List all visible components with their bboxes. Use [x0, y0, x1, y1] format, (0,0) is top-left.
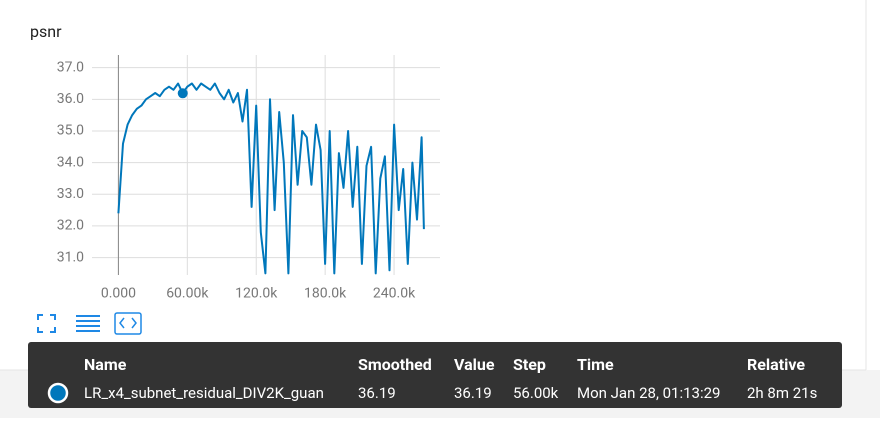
x-tick-label: 120.0k	[235, 286, 278, 302]
tooltip-header: Time	[577, 355, 614, 374]
tooltip-box	[28, 342, 842, 408]
tooltip-cell: 36.19	[454, 384, 492, 402]
fit-domain-arrows	[119, 317, 137, 329]
y-tick-label: 32.0	[57, 218, 84, 234]
tooltip-header: Value	[454, 355, 495, 374]
tooltip-header: Step	[513, 355, 546, 374]
hover-point	[177, 88, 188, 99]
y-tick-label: 36.0	[57, 91, 84, 107]
fit-domain-icon[interactable]	[114, 312, 142, 335]
tooltip-cell: 2h 8m 21s	[747, 384, 817, 402]
y-tick-label: 37.0	[57, 59, 84, 75]
toolbar	[37, 312, 142, 335]
y-tick-label: 31.0	[57, 249, 84, 265]
fullscreen-icon[interactable]	[37, 314, 56, 333]
tooltip-cell: 56.00k	[513, 384, 559, 402]
chart-title: psnr	[30, 22, 62, 41]
plot-area: 31.0 32.0 33.0 34.0 35.0 36.0 37.0 0.000 60.00k 1…	[57, 55, 440, 302]
y-tick-label: 34.0	[57, 154, 84, 170]
x-tick-label: 0.000	[101, 286, 136, 302]
tooltip-cell: 36.19	[358, 384, 396, 402]
tooltip-cell: LR_x4_subnet_residual_DIV2K_guan	[84, 384, 324, 402]
tooltip-header: Relative	[747, 355, 805, 374]
x-tick-label: 60.00k	[166, 286, 209, 302]
x-tick-label: 240.0k	[373, 286, 416, 302]
y-tick-label: 35.0	[57, 123, 84, 139]
tooltip-header: Smoothed	[358, 355, 432, 374]
data-selection-icon[interactable]	[76, 315, 100, 332]
x-tick-label: 180.0k	[304, 286, 347, 302]
tooltip: Name LR_x4_subnet_residual_DIV2K_guan Smoo…	[28, 342, 842, 408]
y-tick-label: 33.0	[57, 186, 84, 202]
tooltip-cell: Mon Jan 28, 01:13:29	[577, 384, 720, 402]
tooltip-content: Name LR_x4_subnet_residual_DIV2K_guan Smoo…	[84, 355, 817, 402]
series-line	[117, 82, 425, 275]
series-swatch	[47, 382, 69, 404]
tooltip-header: Name	[84, 355, 127, 374]
